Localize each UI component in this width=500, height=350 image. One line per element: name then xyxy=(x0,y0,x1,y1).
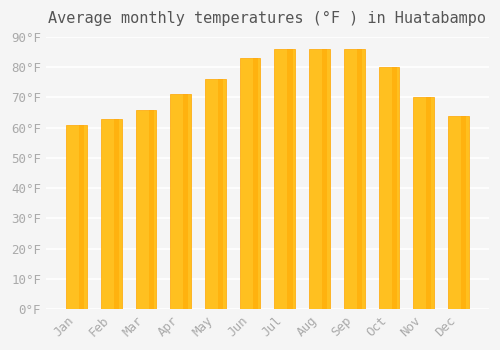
Bar xyxy=(136,110,156,309)
Bar xyxy=(309,49,330,309)
Bar xyxy=(392,67,396,309)
Bar xyxy=(413,97,434,309)
Bar xyxy=(357,49,362,309)
Bar xyxy=(218,79,223,309)
Bar xyxy=(205,79,226,309)
Bar xyxy=(344,49,364,309)
Bar xyxy=(66,125,87,309)
Bar xyxy=(378,67,400,309)
Bar xyxy=(114,119,119,309)
Bar xyxy=(322,49,328,309)
Bar xyxy=(448,116,469,309)
Bar xyxy=(274,49,295,309)
Bar xyxy=(79,125,84,309)
Bar xyxy=(170,94,191,309)
Bar xyxy=(252,58,258,309)
Bar xyxy=(426,97,432,309)
Bar xyxy=(240,58,260,309)
Bar xyxy=(101,119,121,309)
Bar xyxy=(461,116,466,309)
Bar xyxy=(288,49,292,309)
Bar xyxy=(184,94,188,309)
Title: Average monthly temperatures (°F ) in Huatabampo: Average monthly temperatures (°F ) in Hu… xyxy=(48,11,486,26)
Bar xyxy=(148,110,154,309)
